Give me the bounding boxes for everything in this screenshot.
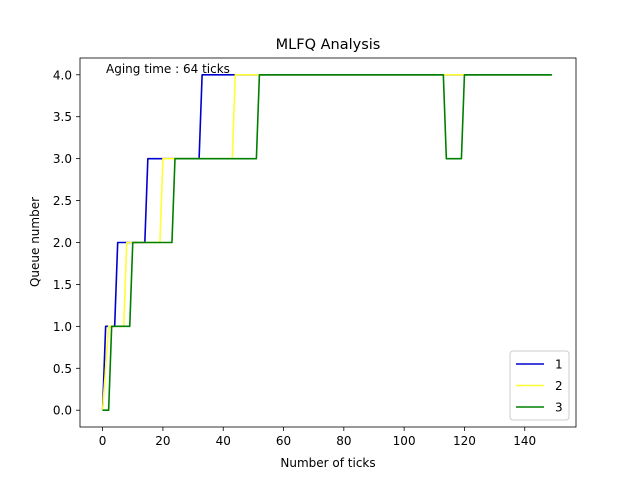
legend: 1 2 3 xyxy=(509,350,570,421)
y-tick-label: 0.5 xyxy=(53,362,72,376)
y-tick-label: 3.5 xyxy=(53,110,72,124)
x-tick-label: 60 xyxy=(276,434,291,448)
legend-label-3: 3 xyxy=(555,401,563,415)
x-axis-label: Number of ticks xyxy=(280,456,375,470)
x-axis: 0 20 40 60 80 100 120 140 xyxy=(99,427,536,448)
x-tick-label: 100 xyxy=(393,434,416,448)
x-tick-label: 120 xyxy=(453,434,476,448)
y-tick-label: 2.0 xyxy=(53,236,72,250)
legend-label-2: 2 xyxy=(555,379,563,393)
x-tick-label: 0 xyxy=(99,434,107,448)
y-axis: 0.0 0.5 1.0 1.5 2.0 2.5 3.0 3.5 4.0 xyxy=(53,68,80,418)
x-tick-label: 140 xyxy=(513,434,536,448)
y-axis-label: Queue number xyxy=(28,197,42,287)
x-tick-label: 40 xyxy=(216,434,231,448)
series-line-3 xyxy=(102,73,552,412)
x-tick-label: 80 xyxy=(336,434,351,448)
chart-title: MLFQ Analysis xyxy=(276,37,381,53)
y-tick-label: 1.5 xyxy=(53,278,72,292)
legend-label-1: 1 xyxy=(555,358,563,372)
aging-annotation: Aging time : 64 ticks xyxy=(106,62,230,76)
y-tick-label: 1.0 xyxy=(53,320,72,334)
y-tick-label: 0.0 xyxy=(53,404,72,418)
y-tick-label: 2.5 xyxy=(53,194,72,208)
series-lines xyxy=(101,73,552,412)
y-tick-label: 4.0 xyxy=(53,68,72,82)
y-tick-label: 3.0 xyxy=(53,152,72,166)
x-tick-label: 20 xyxy=(155,434,170,448)
